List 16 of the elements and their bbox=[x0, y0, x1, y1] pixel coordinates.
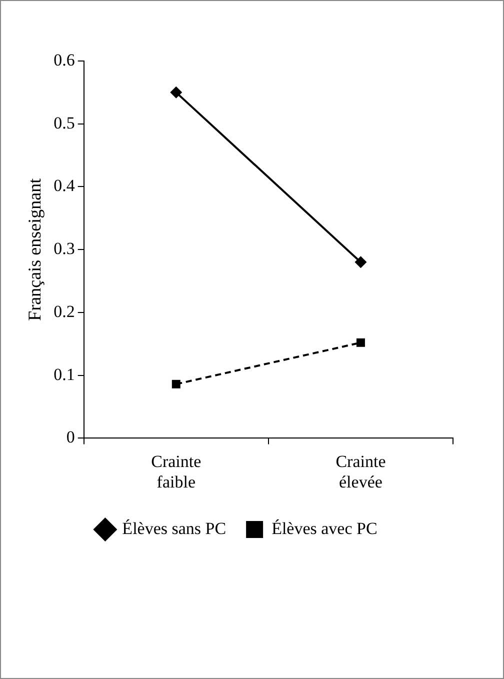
y-tick-label: 0 bbox=[66, 428, 75, 447]
point bbox=[172, 380, 180, 388]
y-tick-label: 0.2 bbox=[54, 302, 75, 321]
x-tick-label: Crainte élevée bbox=[336, 452, 386, 492]
y-tick-label: 0.1 bbox=[54, 364, 75, 384]
y-tick-label: 0.6 bbox=[54, 50, 75, 70]
y-tick-label: 0.5 bbox=[54, 113, 75, 132]
legend-label: Élèves avec PC bbox=[272, 518, 378, 538]
point bbox=[170, 86, 182, 98]
y-axis-title: Français enseignant bbox=[24, 178, 45, 321]
legend-label: Élèves sans PC bbox=[122, 518, 226, 538]
y-tick-label: 0.4 bbox=[54, 176, 76, 196]
y-tick-label: 0.3 bbox=[54, 239, 75, 258]
x-tick-label: Crainte faible bbox=[151, 452, 202, 492]
point bbox=[354, 256, 367, 268]
point bbox=[356, 338, 365, 347]
